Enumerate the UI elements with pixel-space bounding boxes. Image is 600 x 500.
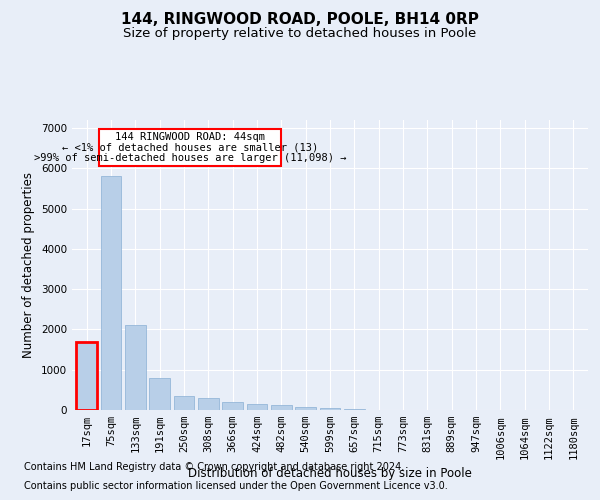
Text: Size of property relative to detached houses in Poole: Size of property relative to detached ho…	[124, 28, 476, 40]
Y-axis label: Number of detached properties: Number of detached properties	[22, 172, 35, 358]
Text: 144 RINGWOOD ROAD: 44sqm: 144 RINGWOOD ROAD: 44sqm	[115, 132, 265, 142]
Bar	[320, 408, 340, 410]
Bar	[149, 378, 170, 410]
Text: Contains HM Land Registry data © Crown copyright and database right 2024.: Contains HM Land Registry data © Crown c…	[24, 462, 404, 472]
Bar	[101, 176, 121, 410]
FancyBboxPatch shape	[99, 130, 281, 166]
Text: Contains public sector information licensed under the Open Government Licence v3: Contains public sector information licen…	[24, 481, 448, 491]
Bar	[247, 404, 268, 410]
Bar	[271, 405, 292, 410]
Text: ← <1% of detached houses are smaller (13): ← <1% of detached houses are smaller (13…	[62, 143, 318, 153]
Bar	[295, 407, 316, 410]
X-axis label: Distribution of detached houses by size in Poole: Distribution of detached houses by size …	[188, 467, 472, 480]
Text: >99% of semi-detached houses are larger (11,098) →: >99% of semi-detached houses are larger …	[34, 154, 346, 164]
Bar	[222, 402, 243, 410]
Bar	[173, 396, 194, 410]
Bar	[344, 409, 365, 410]
Bar	[76, 342, 97, 410]
Bar	[198, 398, 218, 410]
Text: 144, RINGWOOD ROAD, POOLE, BH14 0RP: 144, RINGWOOD ROAD, POOLE, BH14 0RP	[121, 12, 479, 28]
Bar	[125, 326, 146, 410]
